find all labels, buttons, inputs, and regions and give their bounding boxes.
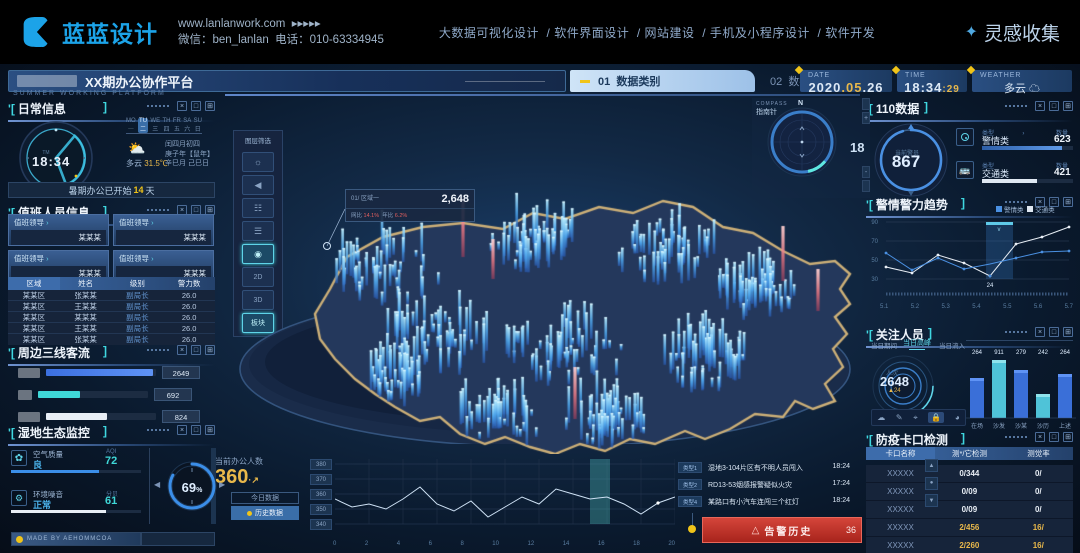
svg-text:90: 90 — [871, 220, 878, 226]
svg-text:v: v — [998, 227, 1001, 233]
svg-text:上述: 上述 — [1059, 422, 1071, 430]
svg-text:279: 279 — [1016, 350, 1027, 356]
svg-text:242: 242 — [1038, 350, 1049, 356]
svg-text:沙某: 沙某 — [1015, 423, 1027, 430]
svg-text:70: 70 — [871, 239, 878, 245]
svg-text:在场: 在场 — [971, 422, 983, 430]
svg-text:264: 264 — [1060, 350, 1071, 356]
svg-text:沙发: 沙发 — [993, 422, 1005, 430]
svg-text:30: 30 — [871, 277, 878, 283]
svg-text:沙历: 沙历 — [1037, 423, 1049, 430]
svg-text:264: 264 — [972, 350, 983, 356]
svg-text:24: 24 — [987, 283, 994, 289]
svg-text:911: 911 — [994, 350, 1004, 356]
svg-text:50: 50 — [871, 258, 878, 264]
